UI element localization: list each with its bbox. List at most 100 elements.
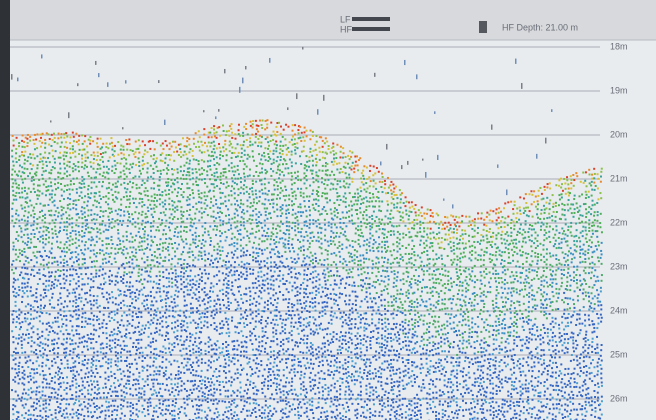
echo-dot <box>38 386 40 388</box>
echo-dot <box>114 400 116 402</box>
echo-dot <box>270 297 272 299</box>
echo-dot <box>57 207 59 209</box>
noise-dot <box>125 80 127 83</box>
echo-dot <box>100 232 102 234</box>
echo-dot <box>48 256 50 258</box>
echo-dot <box>15 213 17 215</box>
echo-dot <box>46 383 48 385</box>
echo-dot <box>303 342 305 344</box>
echo-dot <box>174 265 176 267</box>
echo-dot <box>37 338 39 340</box>
echo-dot <box>25 197 27 199</box>
echo-dot <box>19 165 21 167</box>
echo-dot <box>66 413 68 415</box>
echo-dot <box>91 261 93 263</box>
echo-dot <box>123 294 125 296</box>
echo-dot <box>216 349 218 351</box>
echo-dot <box>176 360 178 362</box>
echo-dot <box>218 357 220 359</box>
echo-dot <box>36 372 38 374</box>
echo-dot <box>312 355 314 357</box>
echo-dot <box>120 276 122 278</box>
echo-dot <box>204 282 206 284</box>
echo-dot <box>164 203 166 205</box>
echo-dot <box>295 198 297 200</box>
echo-dot <box>123 210 125 212</box>
echo-dot <box>96 319 98 321</box>
echo-dot <box>124 291 126 293</box>
echo-dot <box>306 342 308 344</box>
echo-dot <box>54 226 56 228</box>
echo-dot <box>120 417 122 419</box>
echo-dot <box>228 266 230 268</box>
echo-dot <box>114 145 116 147</box>
echo-dot <box>232 257 234 259</box>
echo-dot <box>168 259 170 261</box>
echo-dot <box>285 381 287 383</box>
echo-dot <box>222 155 224 157</box>
echo-dot <box>297 345 299 347</box>
echo-dot <box>258 175 260 177</box>
echo-dot <box>90 411 92 413</box>
echo-dot <box>43 170 45 172</box>
echo-dot <box>238 278 240 280</box>
echo-dot <box>110 365 112 367</box>
echo-dot <box>25 273 27 275</box>
echo-dot <box>252 123 254 125</box>
echo-dot <box>82 381 84 383</box>
echo-dot <box>209 296 211 298</box>
echo-dot <box>76 383 78 385</box>
echo-dot <box>35 349 37 351</box>
echo-dot <box>312 344 314 346</box>
echo-dot <box>124 187 126 189</box>
echo-dot <box>218 270 220 272</box>
echo-dot <box>265 235 267 237</box>
echo-dot <box>16 209 18 211</box>
echo-dot <box>50 288 52 290</box>
echo-dot <box>27 366 29 368</box>
echo-dot <box>123 214 125 216</box>
echo-dot <box>228 308 230 310</box>
echo-dot <box>77 409 79 411</box>
echo-dot <box>151 200 153 202</box>
echo-dot <box>159 312 161 314</box>
echo-dot <box>135 346 137 348</box>
echo-dot <box>155 161 157 163</box>
echo-dot <box>216 389 218 391</box>
echo-dot <box>43 307 45 309</box>
echo-dot <box>102 211 104 213</box>
echo-dot <box>35 203 37 205</box>
echo-dot <box>125 163 127 165</box>
echo-dot <box>81 389 83 391</box>
echo-dot <box>29 136 31 138</box>
echo-dot <box>234 217 236 219</box>
echo-dot <box>192 168 194 170</box>
echo-dot <box>97 231 99 233</box>
echo-dot <box>211 418 213 420</box>
echo-dot <box>172 209 174 211</box>
echo-dot <box>54 158 56 160</box>
echo-dot <box>72 243 74 245</box>
echo-dot <box>239 206 241 208</box>
echo-dot <box>60 146 62 148</box>
echo-dot <box>312 277 314 279</box>
echo-dot <box>279 174 281 176</box>
echo-dot <box>69 240 71 242</box>
echo-dot <box>305 300 307 302</box>
echo-dot <box>204 269 206 271</box>
echo-dot <box>313 334 315 336</box>
echo-dot <box>48 185 50 187</box>
echo-dot <box>244 154 246 156</box>
echo-dot <box>141 360 143 362</box>
echo-dot <box>72 145 74 147</box>
echo-dot <box>261 388 263 390</box>
echo-dot <box>312 219 314 221</box>
echo-dot <box>213 275 215 277</box>
echo-dot <box>23 172 25 174</box>
echo-dot <box>192 155 194 157</box>
echo-dot <box>105 151 107 153</box>
echo-dot <box>62 323 64 325</box>
echo-dot <box>153 297 155 299</box>
echo-dot <box>155 358 157 360</box>
echo-dot <box>258 216 260 218</box>
